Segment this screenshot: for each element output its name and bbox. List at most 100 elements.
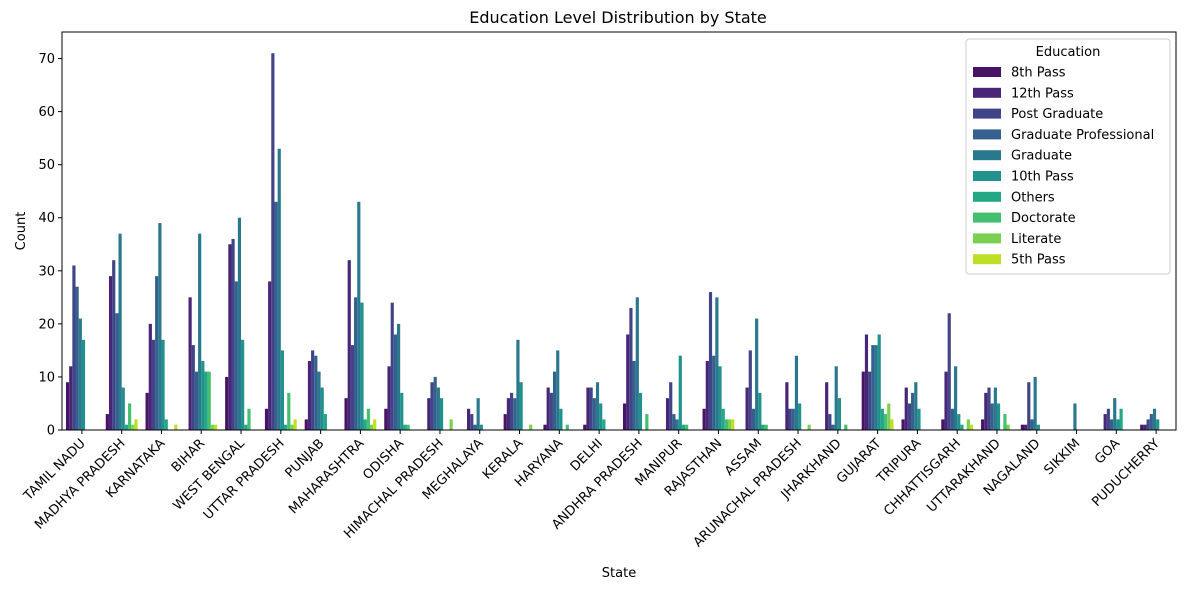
bar <box>277 148 281 430</box>
bar <box>1103 414 1107 430</box>
y-tick-label: 40 <box>38 211 55 226</box>
bar <box>373 419 377 430</box>
bar <box>874 345 878 430</box>
bar <box>807 424 811 430</box>
bar <box>304 419 308 430</box>
bar <box>360 302 364 430</box>
legend: Education 8th Pass 12th Pass Post Graduate… <box>965 38 1171 275</box>
bar <box>1152 408 1157 430</box>
bar <box>161 339 165 430</box>
bar <box>366 408 370 430</box>
bar <box>513 398 517 430</box>
bar <box>941 419 945 430</box>
bar <box>681 424 686 430</box>
bar <box>210 424 214 430</box>
bar <box>546 387 550 430</box>
y-tick-label: 50 <box>38 158 55 173</box>
bar <box>950 408 954 430</box>
chart-title: Education Level Distribution by State <box>469 8 767 27</box>
bar <box>1073 403 1077 430</box>
bar <box>290 424 294 430</box>
bar <box>247 408 251 430</box>
bar <box>728 419 732 430</box>
bar <box>69 366 73 430</box>
x-tick-label: BIHAR <box>169 436 208 475</box>
bar <box>231 238 235 430</box>
bar <box>996 403 1001 430</box>
bar <box>794 355 799 430</box>
x-tick-label: GOA <box>1092 436 1123 467</box>
bar <box>344 398 348 430</box>
bar <box>241 339 245 430</box>
bar <box>990 403 994 430</box>
bar <box>549 392 553 430</box>
bar <box>635 297 639 430</box>
bar <box>1113 398 1117 430</box>
x-tick-label: DELHI <box>568 436 606 474</box>
bar <box>307 361 312 430</box>
bar <box>148 323 152 430</box>
bar <box>433 376 437 430</box>
bar <box>1020 424 1025 430</box>
bar <box>151 339 156 430</box>
bar <box>880 408 884 430</box>
bar <box>917 408 921 430</box>
bar <box>837 398 841 430</box>
bar <box>758 392 762 430</box>
bar <box>721 408 725 430</box>
legend-label: Post Graduate <box>1011 107 1103 122</box>
bar <box>890 419 894 430</box>
bar <box>354 297 358 430</box>
bar <box>632 361 636 430</box>
bar <box>981 419 985 430</box>
bar <box>589 387 593 430</box>
bar <box>347 260 351 430</box>
bar <box>473 424 477 430</box>
bar <box>529 424 533 430</box>
bar <box>228 244 232 430</box>
bar <box>1003 414 1007 430</box>
bar <box>715 297 719 430</box>
bar <box>204 371 208 430</box>
x-tick-label: SIKKIM <box>1042 436 1084 478</box>
bar <box>108 276 113 430</box>
bar <box>764 424 768 430</box>
bar <box>194 371 199 430</box>
bar <box>904 387 908 430</box>
bar <box>237 217 242 430</box>
bar <box>1024 424 1028 430</box>
legend-swatch <box>973 87 1001 98</box>
bar <box>844 424 848 430</box>
bar <box>118 233 122 430</box>
bar <box>128 403 132 430</box>
bar <box>105 414 109 430</box>
bar <box>1036 424 1040 430</box>
bar <box>864 334 869 430</box>
bar <box>911 392 915 430</box>
bar <box>145 392 149 430</box>
y-tick-label: 30 <box>38 264 55 279</box>
bar <box>622 403 627 430</box>
bar <box>960 424 964 430</box>
bar <box>712 355 716 430</box>
bar <box>1149 414 1153 430</box>
bar <box>271 53 275 430</box>
bar <box>1106 408 1110 430</box>
bar <box>599 403 603 430</box>
bar <box>901 419 905 430</box>
bar <box>357 201 361 430</box>
bar <box>393 334 397 430</box>
bar <box>626 334 630 430</box>
bar <box>350 345 355 430</box>
bar <box>957 414 961 430</box>
bar <box>1116 419 1120 430</box>
bar <box>825 382 829 430</box>
legend-swatch <box>973 233 1001 244</box>
bar <box>1119 408 1123 430</box>
bar <box>213 424 218 430</box>
bar <box>638 392 643 430</box>
bar <box>868 371 872 430</box>
bar <box>788 408 792 430</box>
bar <box>708 292 713 430</box>
